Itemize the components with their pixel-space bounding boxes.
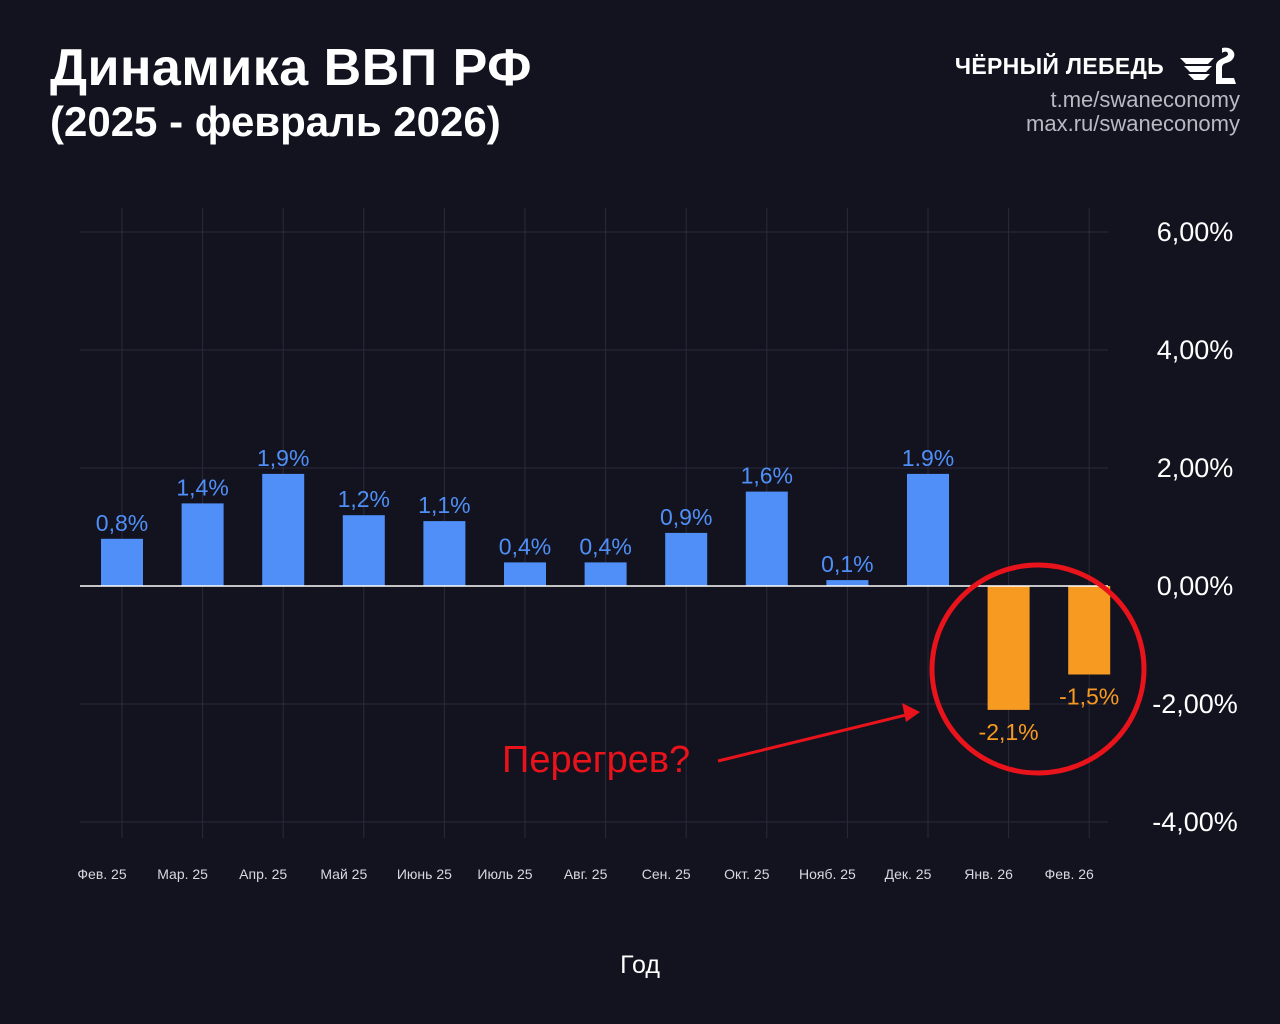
bar xyxy=(987,586,1030,710)
brand-block: ЧЁРНЫЙ ЛЕБЕДЬ t.me/swaneconomy max.ru/sw… xyxy=(955,44,1240,136)
y-tick-label: 6,00% xyxy=(1157,217,1234,247)
highlight-circle xyxy=(929,562,1147,776)
bar xyxy=(584,562,627,586)
x-tick-label: Сен. 25 xyxy=(642,866,691,882)
y-tick-label: -4,00% xyxy=(1152,807,1238,837)
data-label: 0,9% xyxy=(660,504,712,530)
y-tick-label: 2,00% xyxy=(1157,453,1234,483)
bar xyxy=(262,473,305,586)
bar xyxy=(423,521,466,586)
bar xyxy=(745,491,788,586)
y-tick-label: -2,00% xyxy=(1152,689,1238,719)
x-tick-label: Окт. 25 xyxy=(724,866,770,882)
data-label: 1,2% xyxy=(338,486,390,512)
data-label: -1,5% xyxy=(1059,684,1119,710)
brand-name: ЧЁРНЫЙ ЛЕБЕДЬ xyxy=(954,52,1164,79)
annotation-arrow xyxy=(717,712,911,763)
data-label: 1,4% xyxy=(176,474,228,500)
bar xyxy=(504,562,546,586)
data-label: -2,1% xyxy=(979,719,1039,745)
swan-logo-icon xyxy=(1180,47,1236,84)
x-tick-label: Фев. 26 xyxy=(1045,866,1094,882)
data-label: 0,1% xyxy=(821,551,873,577)
data-label: 0,4% xyxy=(579,533,631,559)
bar xyxy=(342,515,385,586)
x-tick-label: Дек. 25 xyxy=(885,866,932,882)
x-axis-title: Год xyxy=(620,951,660,979)
x-tick-label: Апр. 25 xyxy=(239,866,287,882)
x-tick-label: Фев. 25 xyxy=(77,866,126,882)
bar xyxy=(181,503,224,586)
brand-link-telegram[interactable]: t.me/swaneconomy xyxy=(1050,87,1240,112)
data-label: 1,9% xyxy=(257,445,309,471)
data-label: 1,6% xyxy=(741,463,793,489)
x-tick-label: Нояб. 25 xyxy=(799,866,856,882)
brand-link-max[interactable]: max.ru/swaneconomy xyxy=(1026,111,1240,136)
page-title: Динамика ВВП РФ xyxy=(50,39,532,97)
bar xyxy=(907,473,949,586)
x-tick-label: Янв. 26 xyxy=(964,866,1013,882)
bar xyxy=(1068,586,1111,675)
annotation-text: Перегрев? xyxy=(502,739,690,781)
x-tick-label: Май 25 xyxy=(320,866,367,882)
data-label: 1.9% xyxy=(902,445,954,471)
data-label: 0,4% xyxy=(499,533,551,559)
page-subtitle: (2025 - февраль 2026) xyxy=(50,98,501,145)
bar xyxy=(101,538,143,586)
data-label: 1,1% xyxy=(418,492,470,518)
data-label: 0,8% xyxy=(96,510,148,536)
x-tick-label: Мар. 25 xyxy=(157,866,208,882)
arrow-head-icon xyxy=(902,703,920,722)
bar xyxy=(665,532,708,586)
y-tick-label: 4,00% xyxy=(1157,335,1234,365)
x-tick-label: Июнь 25 xyxy=(397,866,452,882)
bar xyxy=(826,580,869,586)
y-tick-label: 0,00% xyxy=(1157,571,1234,601)
x-tick-label: Июль 25 xyxy=(477,866,532,882)
x-tick-label: Авг. 25 xyxy=(564,866,608,882)
